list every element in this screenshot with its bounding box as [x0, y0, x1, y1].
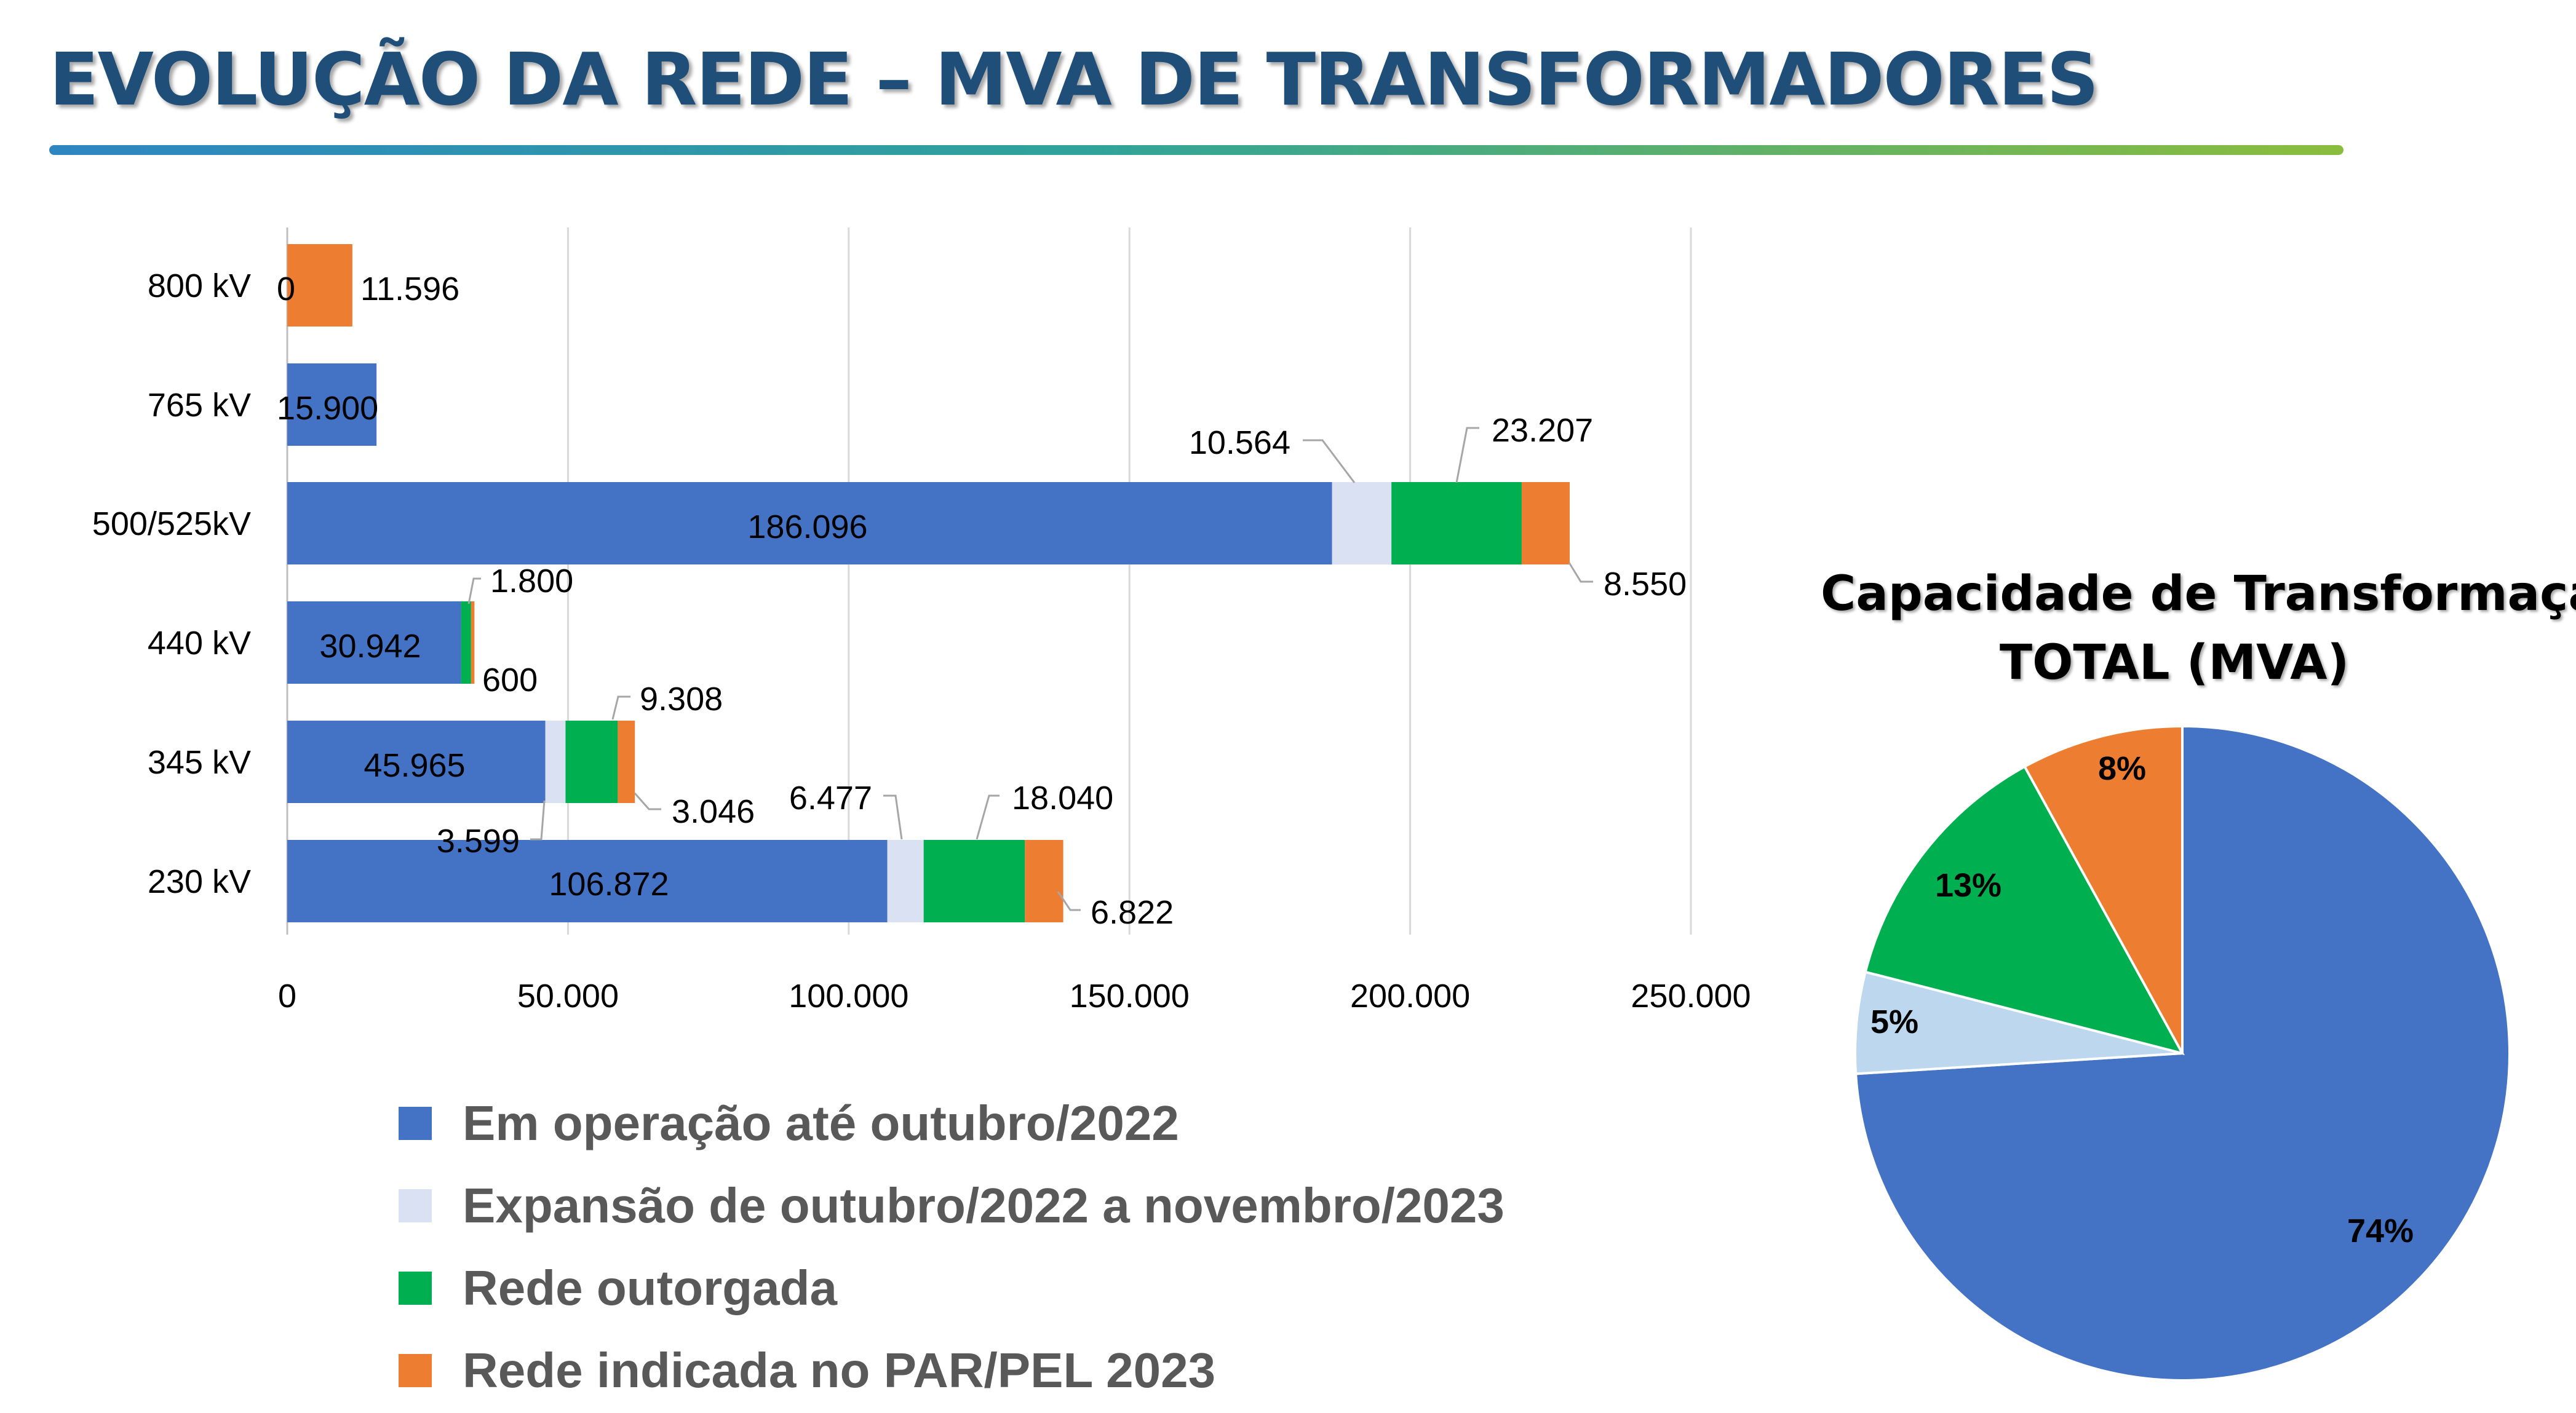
- x-tick-label: 50.000: [517, 978, 619, 1015]
- data-label-leader-line: [1568, 562, 1593, 583]
- data-label-leader-line: [883, 794, 903, 840]
- page-title: EVOLUÇÃO DA REDE – MVA DE TRANSFORMADORE…: [49, 37, 2099, 122]
- data-label-outorgada: 1.800: [490, 563, 573, 600]
- bar-segment-outorgada: [565, 721, 618, 803]
- chart-axis: 0 50.000 100.000 150.000 200.000 250.000 800 k…: [92, 267, 1751, 1015]
- bar-segment-expansao: [887, 840, 924, 922]
- pie-title: Capacidade de Transformação TOTAL (MVA): [1821, 560, 2576, 697]
- pie-slice-expansao: [1854, 970, 2183, 1075]
- legend-label: Em operação até outubro/2022: [463, 1096, 1179, 1150]
- legend-item-indicada: Rede indicada no PAR/PEL 2023: [399, 1329, 1505, 1412]
- data-label-leader-line: [1057, 891, 1081, 911]
- data-label-em-operacao: 30.942: [319, 628, 421, 665]
- legend-swatch-expansao: [399, 1189, 432, 1222]
- data-label-outorgada: 23.207: [1492, 412, 1593, 449]
- pie-slice-outorgada: [1864, 765, 2185, 1056]
- y-category-label: 345 kV: [148, 744, 251, 781]
- y-category-label: 230 kV: [148, 863, 251, 900]
- data-label-em-operacao: 0: [277, 271, 295, 307]
- data-label-indicada: 11.596: [360, 271, 459, 307]
- data-label-leader-line: [611, 695, 630, 720]
- data-label-leader-line: [530, 800, 546, 841]
- legend-swatch-indicada: [399, 1354, 432, 1387]
- legend-item-expansao: Expansão de outubro/2022 a novembro/2023: [399, 1165, 1505, 1247]
- data-label-indicada: 8.550: [1604, 566, 1687, 603]
- pie-slice-label-indicada: 8%: [2098, 750, 2146, 787]
- bar-segment-em-operacao: [287, 721, 546, 803]
- legend-swatch-outorgada: [399, 1272, 432, 1305]
- x-tick-label: 250.000: [1631, 978, 1751, 1015]
- pie-slice-label-em-operacao: 74%: [2347, 1213, 2414, 1249]
- data-label-em-operacao: 45.965: [364, 747, 465, 784]
- bar-segment-em-operacao: [287, 601, 461, 684]
- data-label-leader-line: [634, 793, 661, 810]
- pie-title-line-1: Capacidade de Transformação: [1821, 566, 2576, 622]
- legend-label: Rede indicada no PAR/PEL 2023: [463, 1343, 1216, 1398]
- bar-segment-outorgada: [1391, 482, 1522, 564]
- x-tick-label: 200.000: [1350, 978, 1470, 1015]
- y-category-label: 500/525kV: [92, 505, 251, 542]
- bar-segment-indicada: [618, 721, 635, 803]
- bar-segment-em-operacao: [287, 840, 888, 922]
- data-label-em-operacao: 186.096: [747, 509, 867, 545]
- pie-chart: 74% 5% 13% 8%: [1854, 724, 2511, 1382]
- chart-bars: [287, 244, 1570, 922]
- data-label-em-operacao: 15.900: [277, 390, 378, 427]
- bar-segment-outorgada: [923, 840, 1025, 922]
- data-label-outorgada: 18.040: [1012, 780, 1113, 817]
- legend-item-em-operacao: Em operação até outubro/2022: [399, 1082, 1505, 1165]
- title-underline: [49, 145, 2343, 155]
- bar-segment-indicada: [471, 601, 475, 684]
- chart-legend: Em operação até outubro/2022 Expansão de…: [399, 1082, 1505, 1412]
- data-label-leader-line: [1455, 427, 1479, 483]
- chart-gridlines: [286, 228, 1692, 935]
- bar-segment-expansao: [545, 721, 566, 803]
- data-label-indicada: 3.046: [672, 793, 755, 830]
- data-label-indicada: 600: [482, 662, 538, 699]
- y-category-label: 765 kV: [148, 387, 251, 424]
- data-label-expansao: 10.564: [1189, 424, 1290, 461]
- data-label-outorgada: 9.308: [640, 681, 723, 718]
- data-label-leader-line: [976, 794, 1000, 840]
- chart-data-labels: 0 11.596 15.900 186.096 10.564 23.207 8.550 30.…: [277, 271, 1687, 931]
- legend-item-outorgada: Rede outorgada: [399, 1247, 1505, 1329]
- bar-segment-expansao: [1332, 482, 1392, 564]
- y-category-label: 440 kV: [148, 625, 251, 662]
- data-label-leader-line: [467, 577, 481, 604]
- data-label-em-operacao: 106.872: [549, 866, 669, 903]
- bar-segment-indicada: [1521, 482, 1570, 564]
- data-label-leader-line: [1303, 439, 1356, 483]
- bar-segment-em-operacao: [287, 363, 377, 446]
- pie-slice-label-expansao: 5%: [1870, 1003, 1918, 1040]
- legend-label: Rede outorgada: [463, 1261, 837, 1315]
- y-category-label: 800 kV: [148, 267, 251, 304]
- x-tick-label: 150.000: [1070, 978, 1190, 1015]
- legend-label: Expansão de outubro/2022 a novembro/2023: [463, 1178, 1505, 1233]
- data-label-indicada: 6.822: [1091, 894, 1174, 931]
- legend-swatch-em-operacao: [399, 1107, 432, 1140]
- x-tick-label: 0: [278, 978, 296, 1015]
- data-label-expansao: 6.477: [789, 780, 872, 817]
- pie-title-line-2: TOTAL (MVA): [1999, 635, 2350, 691]
- data-label-expansao: 3.599: [437, 823, 520, 860]
- bar-segment-outorgada: [461, 601, 471, 684]
- pie-slice-label-outorgada: 13%: [1935, 867, 2002, 904]
- bar-segment-em-operacao: [287, 482, 1332, 564]
- pie-slice-indicada: [2022, 724, 2184, 1054]
- x-tick-label: 100.000: [789, 978, 908, 1015]
- bar-segment-indicada: [1025, 840, 1063, 922]
- bar-segment-indicada: [287, 244, 352, 327]
